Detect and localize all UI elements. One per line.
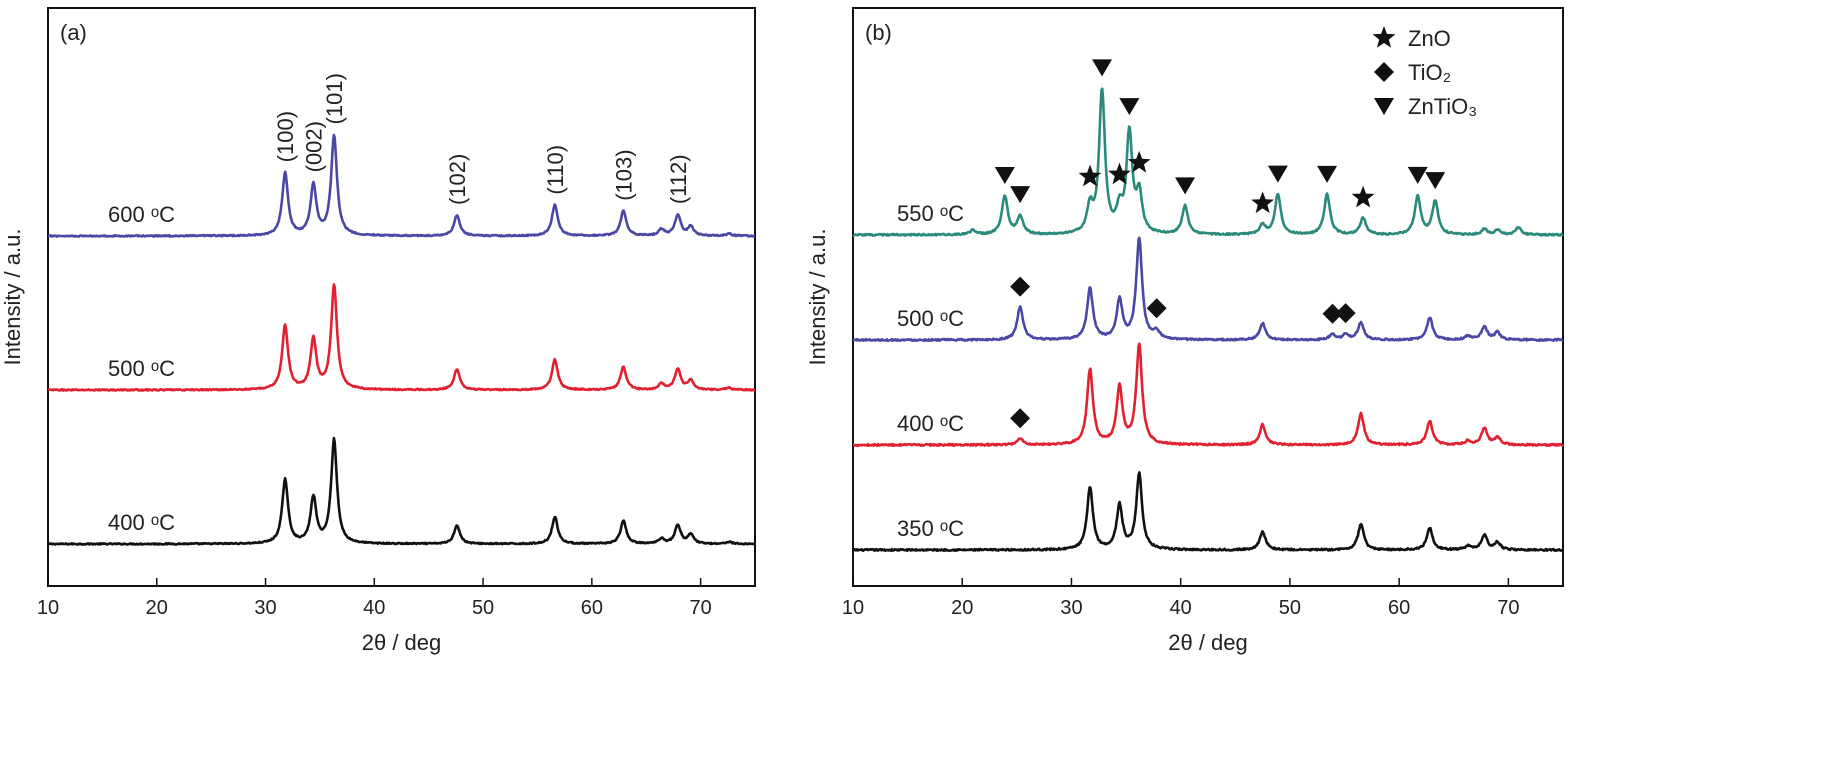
star-peak-marker <box>1251 191 1274 214</box>
peak-index-label: (002) <box>301 121 326 172</box>
star-peak-marker <box>1127 150 1151 173</box>
star-peak-marker <box>1108 162 1131 185</box>
y-axis-title: Intensity / a.u. <box>0 229 25 366</box>
x-tick-label: 10 <box>842 597 864 619</box>
x-axis-title: 2θ / deg <box>362 630 442 655</box>
diamond-peak-marker <box>1335 303 1356 324</box>
x-tick-label: 50 <box>472 597 494 619</box>
peak-index-label: (103) <box>611 149 636 200</box>
legend-label: ZnO <box>1408 26 1451 51</box>
series-label: 600 ᵒC <box>108 202 175 227</box>
x-tick-label: 40 <box>363 597 385 619</box>
diamond-peak-marker <box>1010 408 1031 429</box>
diamond-peak-marker <box>1146 298 1167 319</box>
legend-star-icon <box>1372 26 1396 48</box>
series-label: 400 ᵒC <box>108 510 175 535</box>
series-label: 550 ᵒC <box>897 201 964 226</box>
panel-a-chart: (a) 10 20 30 40 50 60 70 2θ / deg Intensity / a.u… <box>0 7 756 655</box>
series-line-1 <box>852 342 1565 448</box>
star-peak-marker <box>1351 185 1375 208</box>
triangle-down-peak-marker <box>994 167 1015 185</box>
peak-index-label: (102) <box>445 154 470 205</box>
triangle-down-peak-marker <box>1407 166 1428 184</box>
x-tick-label: 50 <box>1279 597 1301 619</box>
series-label: 500 ᵒC <box>108 356 175 381</box>
diamond-peak-marker <box>1322 303 1343 324</box>
series-line-2 <box>47 133 756 238</box>
series-label: 400 ᵒC <box>897 411 964 436</box>
plot-frame <box>852 7 1564 587</box>
x-tick-label: 70 <box>1497 597 1519 619</box>
series-line-3 <box>852 87 1565 237</box>
x-tick-label: 20 <box>146 597 168 619</box>
triangle-down-peak-marker <box>1317 165 1338 183</box>
peak-index-label: (100) <box>273 111 298 162</box>
panel-label: (a) <box>60 20 87 45</box>
x-tick-label: 30 <box>254 597 276 619</box>
series-line-0 <box>852 471 1564 553</box>
triangle-down-peak-marker <box>1425 172 1446 190</box>
star-peak-marker <box>1078 164 1102 187</box>
legend-label: TiO₂ <box>1408 60 1451 85</box>
legend-diamond-icon <box>1374 62 1394 82</box>
panel-b-chart: (b) 10 20 30 40 50 60 70 2θ / deg Intensity / a.u… <box>805 7 1565 655</box>
triangle-down-peak-marker <box>1175 177 1196 195</box>
series-line-2 <box>852 236 1564 342</box>
x-tick-label: 70 <box>689 597 711 619</box>
x-tick-label: 60 <box>581 597 603 619</box>
series-line-1 <box>47 283 756 392</box>
legend-label: ZnTiO₃ <box>1408 94 1477 119</box>
y-axis-title: Intensity / a.u. <box>805 229 830 366</box>
peak-index-label: (110) <box>543 145 568 195</box>
series-line-0 <box>47 436 756 546</box>
diamond-peak-marker <box>1010 276 1031 297</box>
x-tick-label: 60 <box>1388 597 1410 619</box>
x-axis-title: 2θ / deg <box>1168 630 1248 655</box>
triangle-down-peak-marker <box>1092 59 1113 77</box>
legend-triangle-down-icon <box>1374 98 1394 115</box>
panel-label: (b) <box>865 20 892 45</box>
triangle-down-peak-marker <box>1119 98 1140 116</box>
peak-index-label: (101) <box>322 73 347 124</box>
triangle-down-peak-marker <box>1267 165 1288 183</box>
triangle-down-peak-marker <box>1010 186 1031 204</box>
x-tick-label: 20 <box>951 597 973 619</box>
series-label: 350 ᵒC <box>897 516 964 541</box>
x-tick-label: 10 <box>37 597 59 619</box>
x-tick-label: 40 <box>1170 597 1192 619</box>
plot-frame <box>47 7 756 587</box>
peak-index-label: (112) <box>666 154 691 204</box>
x-tick-label: 30 <box>1060 597 1082 619</box>
series-label: 500 ᵒC <box>897 306 964 331</box>
